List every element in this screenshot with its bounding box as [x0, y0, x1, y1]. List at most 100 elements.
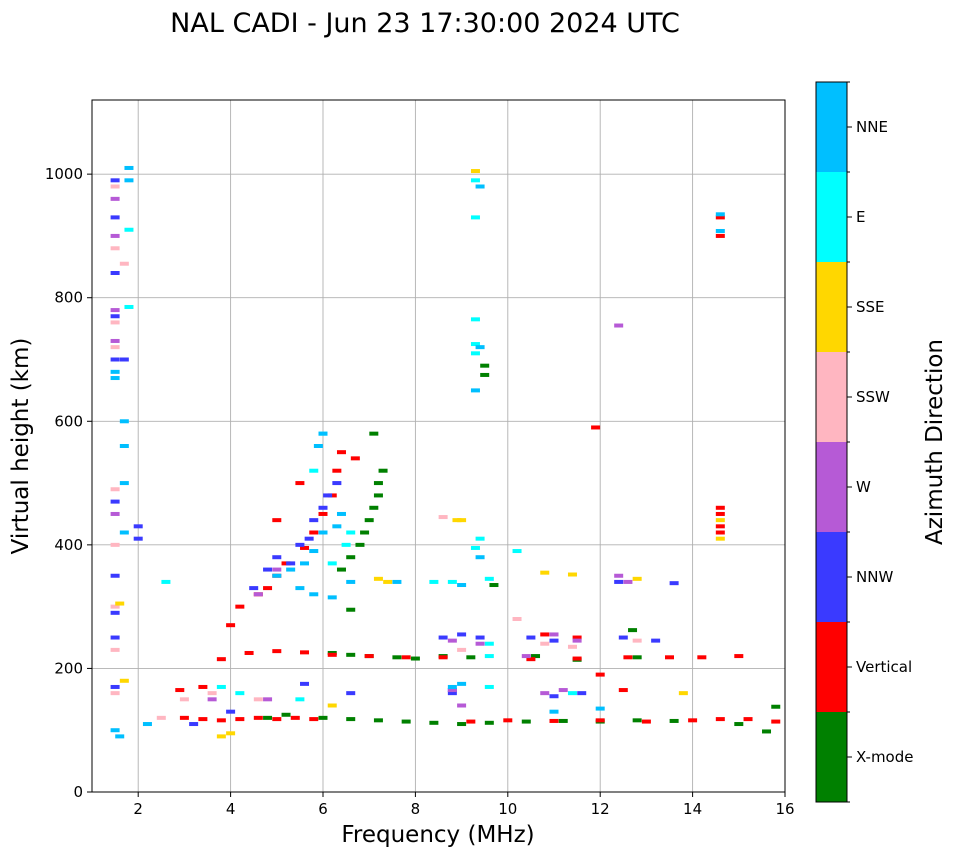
echo-point	[216, 684, 226, 689]
echo-point	[618, 635, 628, 640]
echo-point	[110, 691, 120, 696]
echo-point	[300, 545, 310, 550]
series-w	[110, 196, 633, 708]
echo-point	[531, 654, 541, 659]
echo-point	[762, 729, 772, 734]
echo-point	[521, 719, 531, 724]
echo-point	[309, 592, 319, 597]
echo-point	[484, 684, 494, 689]
x-tick-label: 8	[411, 800, 421, 818]
echo-point	[110, 647, 120, 652]
echo-point	[466, 719, 476, 724]
echo-point	[540, 691, 550, 696]
echo-point	[734, 722, 744, 727]
echo-point	[628, 628, 638, 633]
colorbar-label-w: W	[856, 478, 871, 496]
echo-point	[447, 684, 457, 689]
echo-point	[281, 561, 291, 566]
echo-point	[295, 481, 305, 486]
echo-point	[715, 530, 725, 535]
echo-point	[484, 720, 494, 725]
echo-point	[364, 518, 374, 523]
echo-point	[300, 561, 310, 566]
echo-point	[318, 511, 328, 516]
echo-point	[623, 655, 633, 660]
echo-point	[447, 638, 457, 643]
y-tick-label: 1000	[45, 165, 83, 183]
echo-point	[115, 734, 125, 739]
echo-point	[341, 542, 351, 547]
echo-point	[300, 650, 310, 655]
echo-point	[318, 715, 328, 720]
grid-lines	[92, 100, 786, 793]
x-axis-label: Frequency (MHz)	[341, 822, 534, 848]
echo-point	[309, 717, 319, 722]
echo-point	[249, 586, 259, 591]
echo-point	[309, 468, 319, 473]
echo-point	[263, 586, 273, 591]
echo-point	[332, 468, 342, 473]
echo-point	[198, 717, 208, 722]
echo-point	[110, 345, 120, 350]
echo-point	[715, 511, 725, 516]
echo-point	[110, 357, 120, 362]
echo-point	[373, 481, 383, 486]
echo-point	[110, 184, 120, 189]
echo-point	[558, 718, 568, 723]
echo-point	[688, 718, 698, 723]
echo-point	[133, 524, 143, 529]
echo-point	[226, 623, 236, 628]
x-tick-label: 16	[775, 800, 794, 818]
echo-point	[771, 719, 781, 724]
echo-point	[263, 697, 273, 702]
echo-point	[336, 450, 346, 455]
echo-point	[110, 215, 120, 220]
echo-point	[429, 579, 439, 584]
colorbar-segment	[816, 82, 847, 172]
echo-point	[470, 317, 480, 322]
echo-point	[175, 688, 185, 693]
colorbar-segment	[816, 172, 847, 262]
echo-point	[558, 688, 568, 693]
echo-point	[318, 431, 328, 436]
echo-point	[235, 691, 245, 696]
echo-point	[216, 657, 226, 662]
y-axis-label: Virtual height (km)	[8, 338, 34, 555]
echo-point	[110, 684, 120, 689]
echo-point	[373, 576, 383, 581]
echo-point	[697, 655, 707, 660]
echo-point	[119, 261, 129, 266]
echo-point	[470, 342, 480, 347]
echo-point	[470, 351, 480, 356]
echo-point	[327, 652, 337, 657]
echo-point	[216, 718, 226, 723]
echo-point	[614, 573, 624, 578]
echo-point	[438, 515, 448, 520]
echo-point	[360, 530, 370, 535]
echo-point	[110, 376, 120, 381]
echo-point	[540, 632, 550, 637]
echo-point	[484, 641, 494, 646]
x-axis: 2 4 6 8 10 12 14 16	[133, 792, 795, 818]
echo-point	[110, 308, 120, 313]
echo-point	[327, 493, 337, 498]
y-tick-label: 800	[54, 289, 83, 307]
echo-point	[567, 572, 577, 577]
echo-point	[373, 718, 383, 723]
echo-point	[346, 652, 356, 657]
echo-point	[623, 579, 633, 584]
echo-point	[235, 717, 245, 722]
colorbar-label-ssw: SSW	[856, 388, 890, 406]
echo-point	[595, 718, 605, 723]
echo-point	[715, 228, 725, 233]
echo-point	[119, 357, 129, 362]
echo-point	[743, 717, 753, 722]
echo-point	[632, 576, 642, 581]
echo-point	[470, 178, 480, 183]
y-tick-label: 0	[73, 783, 83, 801]
echo-point	[110, 542, 120, 547]
echo-point	[110, 320, 120, 325]
echo-point	[110, 314, 120, 319]
echo-point	[119, 419, 129, 424]
colorbar-segment	[816, 442, 847, 532]
